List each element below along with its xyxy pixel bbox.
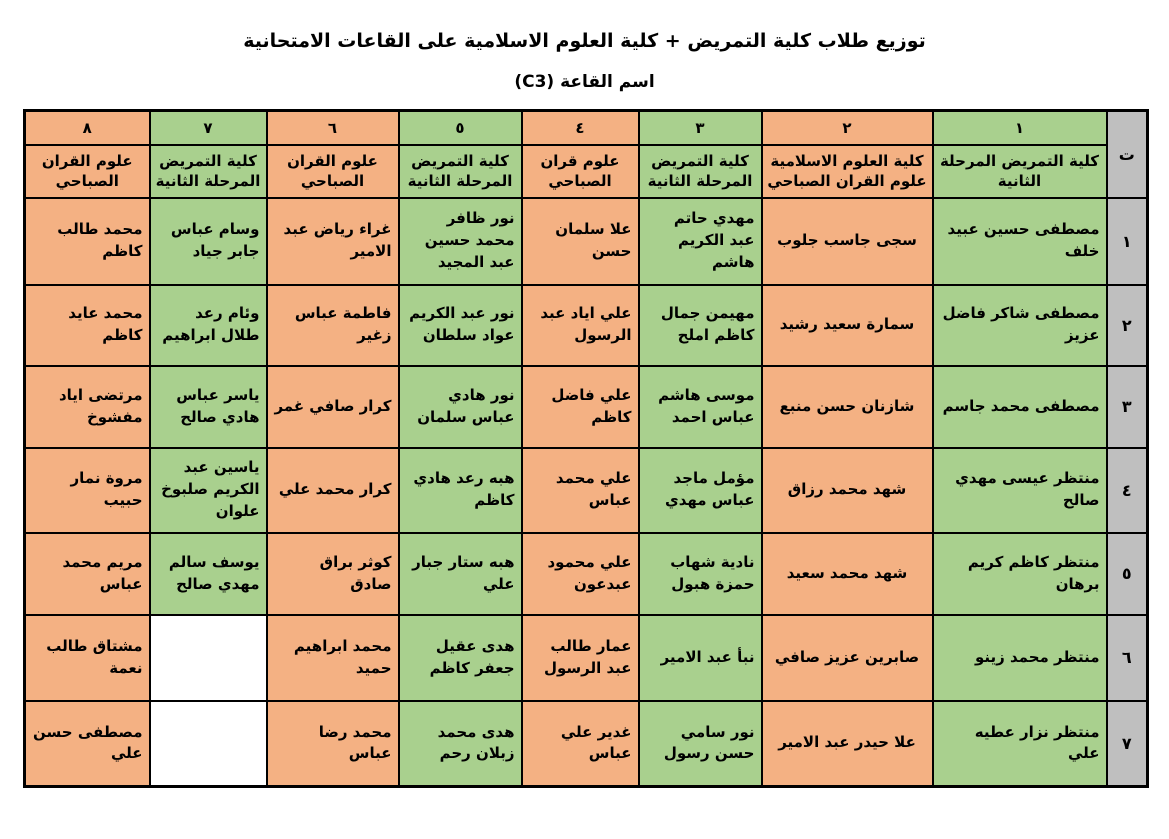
column-number-1: ١: [931, 109, 1108, 146]
college-header-3: كلية التمريض المرحلة الثانية: [637, 143, 763, 199]
student-name-cell: وئام رعد طلال ابراهيم: [148, 283, 268, 367]
student-name-cell: علي اياد عبد الرسول: [520, 283, 640, 367]
student-name-cell: نور ظافر محمد حسين عبد المجيد: [397, 196, 523, 286]
student-name-cell: ياسين عبد الكريم صلبوخ علوان: [148, 446, 268, 534]
student-name-cell: يوسف سالم مهدي صالح: [148, 531, 268, 616]
table-row: ٤ منتظر عيسى مهدي صالح شهد محمد رزاق مؤمل م…: [23, 446, 1149, 534]
student-name-cell: مريم محمد عباس: [23, 531, 151, 616]
student-name-cell: كرار صافي غمر: [265, 364, 400, 449]
empty-cell: [148, 699, 268, 788]
student-name-cell: سجى جاسب جلوب: [760, 196, 934, 286]
table-header: ت ١ ٢ ٣ ٤ ٥ ٦ ٧ ٨ كلية التمريض المرحلة الثانية كلي…: [23, 109, 1149, 199]
student-name-cell: منتظر عيسى مهدي صالح: [931, 446, 1108, 534]
table-row: ٧ منتظر نزار عطيه علي علا حيدر عبد الامير ن…: [23, 699, 1149, 788]
student-name-cell: نور سامي حسن رسول: [637, 699, 763, 788]
column-number-7: ٧: [148, 109, 268, 146]
student-name-cell: وسام عباس جابر جياد: [148, 196, 268, 286]
student-name-cell: مصطفى حسين عبيد خلف: [931, 196, 1108, 286]
column-number-2: ٢: [760, 109, 934, 146]
student-name-cell: شهد محمد سعيد: [760, 531, 934, 616]
table-row: ١ مصطفى حسين عبيد خلف سجى جاسب جلوب مهدي حا…: [23, 196, 1149, 286]
page-title: توزيع طلاب كلية التمريض + كلية العلوم ال…: [243, 30, 926, 52]
student-name-cell: منتظر محمد زينو: [931, 613, 1108, 702]
student-name-cell: هبه ستار جبار علي: [397, 531, 523, 616]
student-name-cell: علا حيدر عبد الامير: [760, 699, 934, 788]
student-name-cell: هبه رعد هادي كاظم: [397, 446, 523, 534]
student-name-cell: مصطفى حسن علي: [23, 699, 151, 788]
row-serial: ٣: [1105, 364, 1149, 449]
student-name-cell: محمد عايد كاظم: [23, 283, 151, 367]
column-number-3: ٣: [637, 109, 763, 146]
student-name-cell: علا سلمان حسن: [520, 196, 640, 286]
student-name-cell: مصطفى شاكر فاضل عزيز: [931, 283, 1108, 367]
student-name-cell: شازنان حسن منبع: [760, 364, 934, 449]
student-name-cell: هدى محمد زبلان رحم: [397, 699, 523, 788]
student-name-cell: صابرين عزيز صافي: [760, 613, 934, 702]
student-name-cell: علي محمود عبدعون: [520, 531, 640, 616]
student-name-cell: مرتضى اياد مفشوخ: [23, 364, 151, 449]
seating-table: ت ١ ٢ ٣ ٤ ٥ ٦ ٧ ٨ كلية التمريض المرحلة الثانية كلي…: [23, 109, 1149, 788]
college-header-2: كلية العلوم الاسلامية علوم القران الصباح…: [760, 143, 934, 199]
table-row: ٦ منتظر محمد زينو صابرين عزيز صافي نبأ عبد …: [23, 613, 1149, 702]
student-name-cell: غراء رياض عبد الامير: [265, 196, 400, 286]
column-number-4: ٤: [520, 109, 640, 146]
empty-cell: [148, 613, 268, 702]
college-header-1: كلية التمريض المرحلة الثانية: [931, 143, 1108, 199]
student-name-cell: موسى هاشم عباس احمد: [637, 364, 763, 449]
student-name-cell: غدير علي عباس: [520, 699, 640, 788]
hall-name-title: اسم القاعة (C3): [514, 72, 655, 92]
serial-column-header: ت: [1105, 109, 1149, 199]
college-header-8: علوم القران الصباحي: [23, 143, 151, 199]
student-name-cell: ياسر عباس هادي صالح: [148, 364, 268, 449]
college-header-4: علوم قران الصباحي: [520, 143, 640, 199]
table-body: ١ مصطفى حسين عبيد خلف سجى جاسب جلوب مهدي حا…: [23, 196, 1149, 788]
student-name-cell: نور هادي عباس سلمان: [397, 364, 523, 449]
table-row: ٢ مصطفى شاكر فاضل عزيز سمارة سعيد رشيد مهيم…: [23, 283, 1149, 367]
student-name-cell: محمد رضا عباس: [265, 699, 400, 788]
student-name-cell: منتظر كاظم كريم برهان: [931, 531, 1108, 616]
student-name-cell: هدى عقيل جعفر كاظم: [397, 613, 523, 702]
column-number-8: ٨: [23, 109, 151, 146]
student-name-cell: سمارة سعيد رشيد: [760, 283, 934, 367]
table-row: ٣ مصطفى محمد جاسم شازنان حسن منبع موسى هاشم…: [23, 364, 1149, 449]
row-serial: ٤: [1105, 446, 1149, 534]
row-serial: ٢: [1105, 283, 1149, 367]
student-name-cell: محمد طالب كاظم: [23, 196, 151, 286]
column-number-6: ٦: [265, 109, 400, 146]
student-name-cell: علي فاضل كاظم: [520, 364, 640, 449]
student-name-cell: مؤمل ماجد عباس مهدي: [637, 446, 763, 534]
column-number-5: ٥: [397, 109, 523, 146]
college-header-6: علوم القران الصباحي: [265, 143, 400, 199]
college-header-5: كلية التمريض المرحلة الثانية: [397, 143, 523, 199]
student-name-cell: مروة نمار حبيب: [23, 446, 151, 534]
college-header-7: كلية التمريض المرحلة الثانية: [148, 143, 268, 199]
student-name-cell: مهيمن جمال كاظم املح: [637, 283, 763, 367]
row-serial: ٥: [1105, 531, 1149, 616]
student-name-cell: منتظر نزار عطيه علي: [931, 699, 1108, 788]
student-name-cell: نبأ عبد الامير: [637, 613, 763, 702]
row-serial: ٦: [1105, 613, 1149, 702]
student-name-cell: نور عبد الكريم عواد سلطان: [397, 283, 523, 367]
student-name-cell: علي محمد عباس: [520, 446, 640, 534]
row-serial: ١: [1105, 196, 1149, 286]
student-name-cell: محمد ابراهيم حميد: [265, 613, 400, 702]
student-name-cell: شهد محمد رزاق: [760, 446, 934, 534]
student-name-cell: مصطفى محمد جاسم: [931, 364, 1108, 449]
student-name-cell: نادية شهاب حمزة هبول: [637, 531, 763, 616]
college-header-row: كلية التمريض المرحلة الثانية كلية العلوم …: [23, 143, 1148, 199]
student-name-cell: كوثر براق صادق: [265, 531, 400, 616]
student-name-cell: مهدي حاتم عبد الكريم هاشم: [637, 196, 763, 286]
table-row: ٥ منتظر كاظم كريم برهان شهد محمد سعيد نادية…: [23, 531, 1149, 616]
student-name-cell: مشتاق طالب نعمة: [23, 613, 151, 702]
student-name-cell: عمار طالب عبد الرسول: [520, 613, 640, 702]
student-name-cell: كرار محمد علي: [265, 446, 400, 534]
student-name-cell: فاطمة عباس زغير: [265, 283, 400, 367]
row-serial: ٧: [1105, 699, 1149, 788]
